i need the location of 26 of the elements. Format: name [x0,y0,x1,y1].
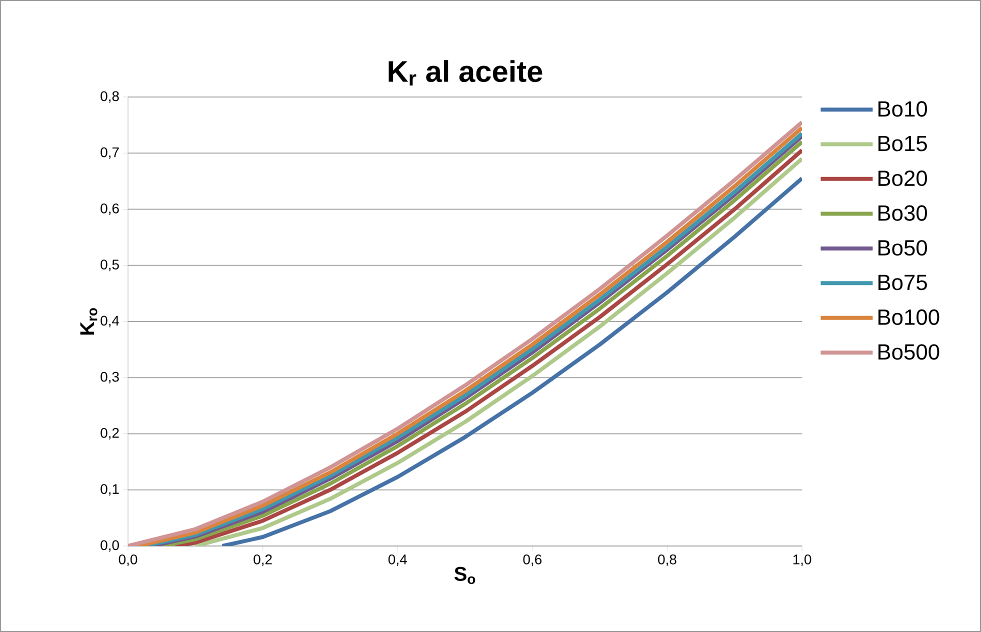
y-axis-title: K$_{ro}$ [80,308,98,335]
legend-label: Bo15 [878,136,927,152]
x-tick-label: 0,0 [118,554,138,566]
legend-label: Bo500 [878,344,940,360]
x-tick-label: 0,2 [254,554,272,566]
x-tick-label: 1,0 [793,554,812,566]
y-tick-label: 0,6 [100,203,119,215]
legend-label: Bo75 [878,274,927,290]
y-tick-label: 0,3 [100,372,119,384]
legend-label: Bo10 [878,101,927,117]
x-tick-label: 0,4 [388,554,407,566]
chart-title: K$_{r}$ al aceite [388,60,542,86]
y-tick-label: 0,8 [100,91,119,103]
y-tick-label: 0,7 [100,147,119,159]
y-tick-label: 0,4 [100,316,120,328]
legend-label: Bo30 [878,205,927,221]
y-tick-label: 0,1 [100,484,119,496]
legend-label: Bo50 [878,240,927,256]
legend-label: Bo20 [878,170,927,186]
y-tick-label: 0,5 [100,260,119,272]
x-axis-title: S$_{o}$ [454,566,476,584]
y-tick-label: 0,2 [100,428,119,440]
x-tick-label: 0,8 [658,554,676,566]
x-tick-label: 0,6 [523,554,542,566]
y-tick-label: 0,0 [100,540,119,552]
legend-label: Bo100 [878,309,940,325]
